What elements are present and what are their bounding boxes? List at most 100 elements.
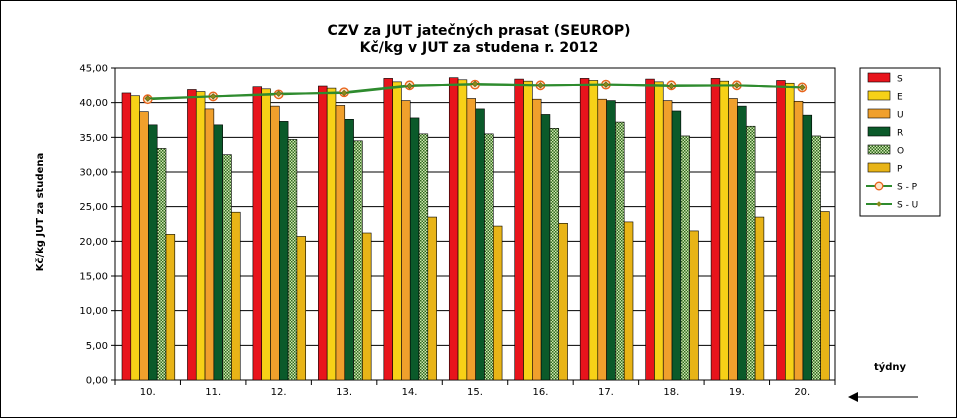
bar-R-13 — [345, 119, 354, 380]
legend-swatch-S — [868, 73, 890, 82]
bar-U-20 — [794, 101, 803, 380]
bar-S-13 — [318, 86, 327, 380]
legend-swatch-O — [868, 145, 890, 154]
x-tick-labels: 10. 11. 12. 13. 14. 15. 16. 17. 18. 19. 20. — [115, 380, 835, 398]
bar-U-12 — [271, 106, 280, 380]
bar-O-10 — [157, 148, 166, 380]
x-tick-label: 17. — [598, 387, 614, 398]
bar-O-15 — [484, 134, 493, 380]
bar-R-16 — [541, 114, 550, 380]
x-tick-label: 13. — [336, 387, 352, 398]
bar-P-13 — [362, 233, 371, 380]
bar-E-17 — [589, 80, 598, 380]
x-tick-label: 18. — [663, 387, 679, 398]
legend-label-S-P: S - P — [897, 183, 918, 193]
bar-R-19 — [737, 106, 746, 380]
legend-label-U: U — [897, 111, 904, 121]
bar-R-14 — [410, 118, 419, 380]
bar-R-20 — [803, 115, 812, 380]
bar-U-15 — [467, 99, 476, 380]
bar-P-15 — [493, 226, 502, 380]
bar-R-18 — [672, 111, 681, 380]
y-tick-label: 35,00 — [79, 133, 108, 144]
bar-P-12 — [297, 236, 306, 380]
bar-P-17 — [624, 222, 633, 380]
bar-S-12 — [253, 87, 262, 380]
y-tick-label: 5,00 — [86, 341, 108, 352]
bar-O-20 — [812, 136, 821, 380]
x-tick-label: 10. — [140, 387, 156, 398]
bar-P-16 — [559, 223, 568, 380]
x-axis-label: týdny — [874, 361, 907, 373]
bar-O-12 — [288, 139, 297, 380]
legend-swatch-E — [868, 91, 890, 100]
bar-U-19 — [729, 99, 738, 380]
legend-label-P: P — [897, 165, 903, 175]
bar-E-13 — [327, 88, 336, 380]
bar-O-14 — [419, 134, 428, 380]
bar-E-11 — [196, 92, 205, 380]
bar-P-19 — [755, 217, 764, 380]
bar-S-16 — [515, 79, 524, 380]
bar-P-11 — [231, 212, 240, 380]
bar-S-17 — [580, 78, 589, 380]
chart-canvas: CZV za JUT jatečných prasat (SEUROP) Kč/… — [0, 0, 957, 418]
y-tick-label: 10,00 — [79, 306, 108, 317]
bar-U-14 — [401, 101, 410, 380]
bar-O-17 — [615, 122, 624, 380]
bar-O-19 — [746, 126, 755, 380]
bar-P-14 — [428, 217, 437, 380]
bar-S-11 — [187, 89, 196, 380]
y-axis-label: Kč/kg JUT za studena — [34, 153, 46, 271]
legend-label-O: O — [897, 147, 904, 157]
bar-U-16 — [532, 99, 541, 380]
x-tick-label: 16. — [533, 387, 549, 398]
chart-subtitle: Kč/kg v JUT za studena r. 2012 — [360, 40, 599, 56]
legend-label-R: R — [897, 129, 903, 139]
legend-label-S: S — [897, 75, 903, 85]
legend-marker-circle — [875, 182, 883, 190]
bar-R-15 — [476, 109, 485, 380]
legend-swatch-U — [868, 109, 890, 118]
bar-E-19 — [720, 81, 729, 380]
bar-S-10 — [122, 93, 131, 380]
legend-swatch-P — [868, 163, 890, 172]
bar-U-17 — [598, 99, 607, 380]
y-tick-label: 30,00 — [79, 168, 108, 179]
y-tick-label: 40,00 — [79, 98, 108, 109]
x-tick-label: 14. — [402, 387, 418, 398]
x-tick-label: 11. — [205, 387, 221, 398]
bar-R-12 — [279, 121, 288, 380]
bar-U-18 — [663, 101, 672, 380]
bar-O-11 — [223, 155, 232, 380]
bar-U-11 — [205, 109, 214, 380]
y-tick-label: 15,00 — [79, 272, 108, 283]
bar-S-15 — [449, 78, 458, 380]
bar-R-11 — [214, 125, 223, 380]
legend-label-E: E — [897, 93, 903, 103]
bar-E-18 — [654, 82, 663, 380]
bar-E-10 — [131, 96, 140, 380]
direction-arrow — [848, 392, 918, 402]
bar-S-18 — [646, 79, 655, 380]
bar-O-16 — [550, 128, 559, 380]
bar-R-17 — [607, 101, 616, 380]
bar-P-18 — [690, 231, 699, 380]
y-tick-label: 25,00 — [79, 202, 108, 213]
bar-R-10 — [148, 125, 157, 380]
bar-E-12 — [262, 89, 271, 380]
x-tick-label: 12. — [271, 387, 287, 398]
bar-S-19 — [711, 78, 720, 380]
bar-S-14 — [384, 78, 393, 380]
legend — [860, 68, 940, 216]
x-tick-label: 15. — [467, 387, 483, 398]
chart-title: CZV za JUT jatečných prasat (SEUROP) — [327, 23, 630, 39]
y-tick-labels: 0,00 5,00 10,00 15,00 20,00 25,00 30,00 35,00 40… — [79, 64, 108, 387]
bar-E-15 — [458, 80, 467, 380]
y-tick-label: 45,00 — [79, 64, 108, 75]
bar-E-16 — [524, 81, 533, 380]
x-tick-label: 19. — [729, 387, 745, 398]
bar-E-20 — [785, 83, 794, 380]
x-tick-label: 20. — [794, 387, 810, 398]
legend-swatch-R — [868, 127, 890, 136]
